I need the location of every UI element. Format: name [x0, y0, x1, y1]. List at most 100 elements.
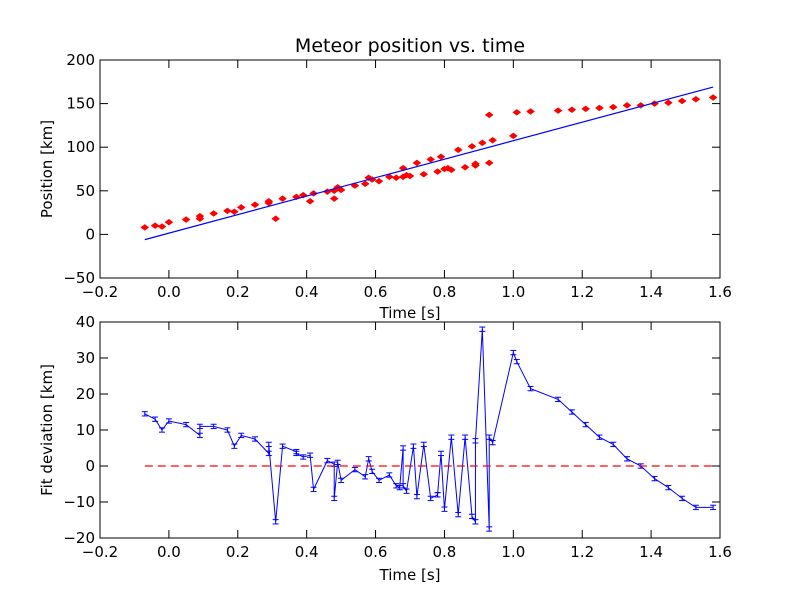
deviation-error-bar	[665, 484, 672, 491]
y-tick-label: −20	[63, 529, 95, 547]
position-data-point	[526, 108, 535, 115]
deviation-error-bar	[555, 396, 562, 403]
position-y-axis-label: Position [km]	[38, 120, 56, 218]
deviation-error-bar	[362, 474, 369, 480]
deviation-x-ticks: −0.2 0.0 0.2 0.4 0.6 0.8 1.0 1.2 1.4 1.6	[82, 322, 732, 561]
x-tick-label: 0.4	[295, 283, 319, 301]
position-data-point	[691, 95, 701, 103]
deviation-error-bar	[324, 457, 331, 464]
deviation-error-bar	[651, 475, 658, 482]
deviation-error-bar	[513, 358, 520, 365]
deviation-error-bar	[692, 504, 699, 511]
deviation-error-bar	[472, 438, 479, 444]
deviation-error-bar	[334, 459, 341, 466]
y-tick-label: 20	[76, 385, 95, 403]
deviation-line	[144, 329, 714, 530]
deviation-error-bar	[196, 432, 203, 439]
position-data-point	[650, 100, 659, 107]
fit-line	[144, 86, 714, 241]
position-data-point	[433, 168, 442, 175]
deviation-error-bar	[369, 468, 376, 475]
deviation-error-bar	[238, 432, 245, 439]
position-data-point	[360, 180, 370, 188]
position-data-point	[412, 159, 422, 167]
position-data-point	[484, 159, 494, 167]
deviation-error-bar	[141, 411, 148, 417]
deviation-error-bar	[331, 495, 338, 502]
y-tick-label: 40	[76, 313, 95, 331]
x-tick-label: 1.0	[501, 283, 525, 301]
position-data-point	[264, 197, 274, 205]
y-tick-label: 10	[76, 421, 95, 439]
deviation-error-bar	[410, 443, 417, 449]
x-tick-label: 1.6	[708, 283, 732, 301]
position-data-point	[512, 109, 522, 116]
x-tick-label: 0.8	[433, 543, 457, 561]
position-data-point	[329, 195, 339, 202]
y-tick-label: 50	[76, 182, 95, 200]
position-data-point	[419, 170, 429, 178]
deviation-error-bar	[582, 421, 589, 428]
position-data-point	[460, 163, 470, 171]
deviation-error-bar	[279, 443, 286, 449]
deviation-error-bar	[448, 434, 455, 440]
deviation-error-bar	[679, 495, 686, 502]
chart-title: Meteor position vs. time	[295, 35, 525, 57]
deviation-error-bar	[393, 483, 400, 489]
position-data-point	[181, 216, 191, 223]
deviation-error-bar	[293, 450, 300, 457]
deviation-error-bar	[486, 526, 493, 532]
deviation-error-bar	[365, 456, 372, 462]
x-tick-label: 0.2	[226, 283, 250, 301]
position-data-point	[271, 215, 281, 223]
x-tick-label: 1.4	[639, 283, 663, 301]
deviation-error-bar	[462, 434, 469, 440]
position-data-point	[471, 160, 480, 168]
deviation-error-bar	[210, 423, 217, 430]
position-data-point	[484, 111, 494, 119]
deviation-error-bar	[420, 441, 427, 448]
position-panel: Meteor position vs. time Time [s] Positi…	[38, 35, 732, 322]
deviation-error-bar	[310, 486, 317, 493]
position-data-point	[467, 143, 477, 150]
position-data-point	[157, 223, 167, 230]
x-tick-label: 1.2	[570, 543, 594, 561]
position-data-point	[374, 177, 384, 185]
deviation-error-bar	[307, 452, 314, 458]
deviation-error-bar	[596, 434, 603, 440]
position-data-point	[446, 166, 456, 174]
y-tick-label: 0	[85, 225, 95, 243]
deviation-error-bar	[510, 349, 517, 356]
deviation-error-bar	[610, 441, 617, 448]
x-tick-label: 1.2	[570, 283, 594, 301]
deviation-data-marks	[141, 326, 717, 532]
deviation-error-bar	[272, 519, 279, 525]
x-tick-label: 0.2	[226, 543, 250, 561]
position-data-point	[663, 99, 673, 107]
deviation-panel: Time [s] Fit deviation [km] −0.2 0.0 0.2 0.…	[38, 313, 732, 584]
x-tick-label: 0.0	[157, 283, 181, 301]
position-data-point	[453, 146, 463, 154]
position-data-point	[436, 153, 446, 161]
position-data-point	[477, 139, 487, 147]
position-y-ticks: −50 0 50 100 150 200	[63, 51, 720, 287]
position-data-point	[677, 97, 687, 105]
position-data-point	[223, 207, 232, 215]
deviation-error-bar	[400, 445, 407, 451]
deviation-error-bar	[183, 421, 190, 428]
position-data-point	[140, 224, 150, 231]
y-tick-label: 100	[66, 138, 95, 156]
x-tick-label: −0.2	[82, 543, 118, 561]
deviation-y-axis-label: Fit deviation [km]	[38, 364, 56, 496]
position-data-point	[229, 208, 239, 216]
deviation-error-bar	[527, 385, 534, 392]
x-tick-label: 1.4	[639, 543, 663, 561]
deviation-error-bar	[710, 504, 717, 511]
position-data-marks	[140, 86, 718, 241]
position-data-point	[250, 201, 260, 209]
position-data-point	[608, 103, 618, 111]
position-data-point	[305, 197, 315, 205]
position-data-point	[508, 132, 518, 140]
y-tick-label: 150	[66, 95, 95, 113]
